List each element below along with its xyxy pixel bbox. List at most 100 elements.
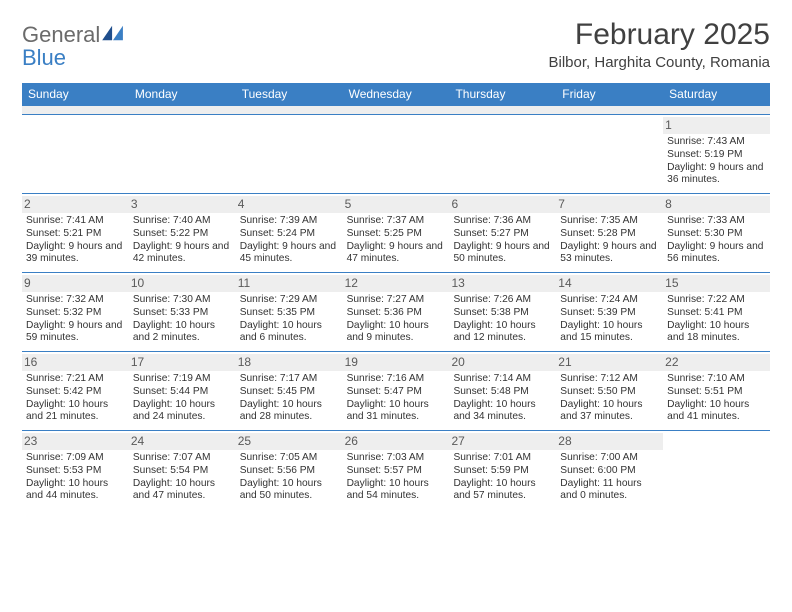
brand-word-1: General [22, 22, 100, 47]
day-info: Sunrise: 7:22 AMSunset: 5:41 PMDaylight:… [667, 294, 766, 345]
header: General Blue February 2025 Bilbor, Hargh… [22, 18, 770, 71]
daylight-text: Daylight: 10 hours and 24 minutes. [133, 399, 232, 425]
sunrise-text: Sunrise: 7:30 AM [133, 294, 232, 307]
sunset-text: Sunset: 5:30 PM [667, 228, 766, 241]
spacer [22, 106, 770, 114]
day-number: 16 [22, 354, 129, 371]
sunrise-text: Sunrise: 7:00 AM [560, 452, 659, 465]
daylight-text: Daylight: 10 hours and 18 minutes. [667, 320, 766, 346]
day-info: Sunrise: 7:09 AMSunset: 5:53 PMDaylight:… [26, 452, 125, 503]
sunrise-text: Sunrise: 7:26 AM [453, 294, 552, 307]
day-cell: 14Sunrise: 7:24 AMSunset: 5:39 PMDayligh… [556, 273, 663, 351]
day-number: 21 [556, 354, 663, 371]
day-info: Sunrise: 7:14 AMSunset: 5:48 PMDaylight:… [453, 373, 552, 424]
daylight-text: Daylight: 10 hours and 2 minutes. [133, 320, 232, 346]
sunset-text: Sunset: 5:54 PM [133, 465, 232, 478]
title-block: February 2025 Bilbor, Harghita County, R… [549, 18, 771, 71]
daylight-text: Daylight: 10 hours and 57 minutes. [453, 478, 552, 504]
sunset-text: Sunset: 5:22 PM [133, 228, 232, 241]
day-cell: 7 Sunrise: 7:35 AMSunset: 5:28 PMDaylight… [556, 194, 663, 272]
day-info: Sunrise: 7:01 AMSunset: 5:59 PMDaylight:… [453, 452, 552, 503]
week-row: 16 Sunrise: 7:21 AMSunset: 5:42 PMDayligh… [22, 351, 770, 430]
sunset-text: Sunset: 5:28 PM [560, 228, 659, 241]
day-number: 23 [22, 433, 129, 450]
sunset-text: Sunset: 5:48 PM [453, 386, 552, 399]
sunrise-text: Sunrise: 7:19 AM [133, 373, 232, 386]
sunset-text: Sunset: 5:50 PM [560, 386, 659, 399]
day-cell: 5Sunrise: 7:37 AMSunset: 5:25 PMDaylight… [343, 194, 450, 272]
daylight-text: Daylight: 10 hours and 37 minutes. [560, 399, 659, 425]
sunrise-text: Sunrise: 7:24 AM [560, 294, 659, 307]
day-cell: 17Sunrise: 7:19 AMSunset: 5:44 PMDayligh… [129, 352, 236, 430]
brand-word-2: Blue [22, 45, 66, 70]
day-cell: 19Sunrise: 7:16 AMSunset: 5:47 PMDayligh… [343, 352, 450, 430]
day-cell: 16 Sunrise: 7:21 AMSunset: 5:42 PMDayligh… [22, 352, 129, 430]
day-number: 19 [343, 354, 450, 371]
day-info: Sunrise: 7:05 AMSunset: 5:56 PMDaylight:… [240, 452, 339, 503]
week-row: 23 Sunrise: 7:09 AMSunset: 5:53 PMDayligh… [22, 430, 770, 509]
day-number: 28 [556, 433, 663, 450]
sunset-text: Sunset: 5:56 PM [240, 465, 339, 478]
day-number: 7 [556, 196, 663, 213]
sunset-text: Sunset: 5:45 PM [240, 386, 339, 399]
day-info: Sunrise: 7:41 AMSunset: 5:21 PMDaylight:… [26, 215, 125, 266]
day-info: Sunrise: 7:26 AMSunset: 5:38 PMDaylight:… [453, 294, 552, 345]
sunset-text: Sunset: 5:19 PM [667, 149, 766, 162]
weekday-header: Thursday [449, 83, 556, 106]
daylight-text: Daylight: 10 hours and 9 minutes. [347, 320, 446, 346]
day-info: Sunrise: 7:21 AMSunset: 5:42 PMDaylight:… [26, 373, 125, 424]
day-cell: 22 Sunrise: 7:10 AMSunset: 5:51 PMDayligh… [663, 352, 770, 430]
daylight-text: Daylight: 9 hours and 45 minutes. [240, 241, 339, 267]
sunrise-text: Sunrise: 7:35 AM [560, 215, 659, 228]
day-number: 5 [343, 196, 450, 213]
daylight-text: Daylight: 9 hours and 59 minutes. [26, 320, 125, 346]
day-cell [22, 115, 129, 193]
day-cell: 11 Sunrise: 7:29 AMSunset: 5:35 PMDayligh… [236, 273, 343, 351]
daylight-text: Daylight: 10 hours and 41 minutes. [667, 399, 766, 425]
day-cell [343, 115, 450, 193]
day-cell: 27Sunrise: 7:01 AMSunset: 5:59 PMDayligh… [449, 431, 556, 509]
day-info: Sunrise: 7:27 AMSunset: 5:36 PMDaylight:… [347, 294, 446, 345]
sunrise-text: Sunrise: 7:14 AM [453, 373, 552, 386]
day-cell [129, 115, 236, 193]
sunrise-text: Sunrise: 7:33 AM [667, 215, 766, 228]
sunrise-text: Sunrise: 7:43 AM [667, 136, 766, 149]
month-title: February 2025 [549, 18, 771, 52]
brand-logo: General Blue [22, 18, 124, 70]
sunset-text: Sunset: 5:32 PM [26, 307, 125, 320]
daylight-text: Daylight: 10 hours and 28 minutes. [240, 399, 339, 425]
day-number: 8 [663, 196, 770, 213]
daylight-text: Daylight: 9 hours and 36 minutes. [667, 162, 766, 188]
day-cell: 23 Sunrise: 7:09 AMSunset: 5:53 PMDayligh… [22, 431, 129, 509]
day-info: Sunrise: 7:30 AMSunset: 5:33 PMDaylight:… [133, 294, 232, 345]
sunset-text: Sunset: 5:24 PM [240, 228, 339, 241]
day-cell: 10Sunrise: 7:30 AMSunset: 5:33 PMDayligh… [129, 273, 236, 351]
day-number: 20 [449, 354, 556, 371]
day-info: Sunrise: 7:00 AMSunset: 6:00 PMDaylight:… [560, 452, 659, 503]
sunset-text: Sunset: 5:51 PM [667, 386, 766, 399]
weekday-header: Monday [129, 83, 236, 106]
sunset-text: Sunset: 5:25 PM [347, 228, 446, 241]
sunset-text: Sunset: 5:39 PM [560, 307, 659, 320]
day-info: Sunrise: 7:40 AMSunset: 5:22 PMDaylight:… [133, 215, 232, 266]
day-number: 3 [129, 196, 236, 213]
sunset-text: Sunset: 5:35 PM [240, 307, 339, 320]
day-info: Sunrise: 7:19 AMSunset: 5:44 PMDaylight:… [133, 373, 232, 424]
day-info: Sunrise: 7:32 AMSunset: 5:32 PMDaylight:… [26, 294, 125, 345]
day-cell: 26Sunrise: 7:03 AMSunset: 5:57 PMDayligh… [343, 431, 450, 509]
sunrise-text: Sunrise: 7:16 AM [347, 373, 446, 386]
day-number: 22 [663, 354, 770, 371]
day-number: 24 [129, 433, 236, 450]
sunrise-text: Sunrise: 7:29 AM [240, 294, 339, 307]
daylight-text: Daylight: 10 hours and 54 minutes. [347, 478, 446, 504]
sunset-text: Sunset: 5:59 PM [453, 465, 552, 478]
sunset-text: Sunset: 5:38 PM [453, 307, 552, 320]
day-cell: 1Sunrise: 7:43 AMSunset: 5:19 PMDaylight… [663, 115, 770, 193]
day-number: 11 [236, 275, 343, 292]
day-info: Sunrise: 7:10 AMSunset: 5:51 PMDaylight:… [667, 373, 766, 424]
day-info: Sunrise: 7:29 AMSunset: 5:35 PMDaylight:… [240, 294, 339, 345]
day-number: 12 [343, 275, 450, 292]
day-number: 18 [236, 354, 343, 371]
sunset-text: Sunset: 5:47 PM [347, 386, 446, 399]
daylight-text: Daylight: 9 hours and 53 minutes. [560, 241, 659, 267]
